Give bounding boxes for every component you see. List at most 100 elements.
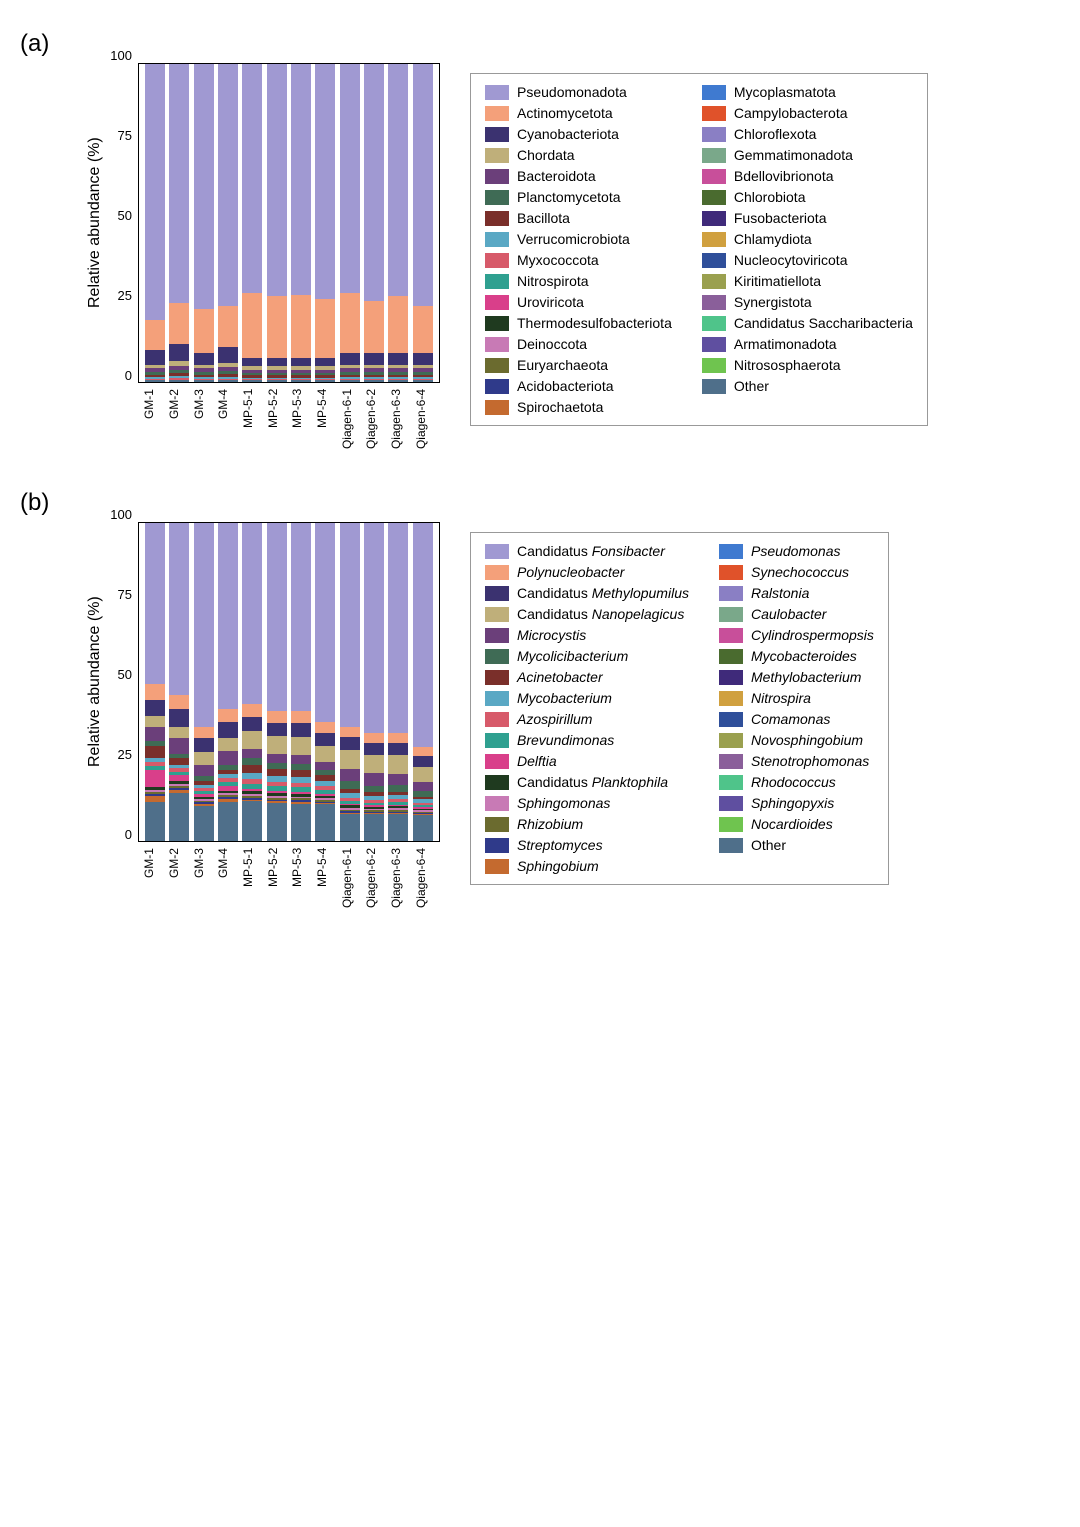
- legend-item: Caulobacter: [719, 606, 874, 622]
- legend-label: Candidatus Nanopelagicus: [517, 606, 684, 622]
- bar: [413, 64, 433, 382]
- legend-label: Verrucomicrobiota: [517, 231, 630, 247]
- bar-segment: [388, 774, 408, 785]
- bar-segment: [291, 358, 311, 366]
- bar-segment: [242, 704, 262, 717]
- legend-label: Thermodesulfobacteriota: [517, 315, 672, 331]
- legend-swatch: [719, 607, 743, 622]
- x-tick: GM-1: [142, 848, 162, 908]
- bar-segment: [194, 380, 214, 382]
- bar-segment: [364, 755, 384, 772]
- panel-a-content: Relative abundance (%) 1007550250 GM-1GM…: [80, 63, 1060, 449]
- bar-segment: [218, 802, 238, 841]
- bar-segment: [315, 523, 335, 722]
- legend-label: Gemmatimonadota: [734, 147, 853, 163]
- legend-label: Campylobacterota: [734, 105, 848, 121]
- bar-segment: [194, 64, 214, 309]
- bar: [413, 523, 433, 841]
- bar-segment: [364, 814, 384, 841]
- bar: [145, 64, 165, 382]
- legend-swatch: [702, 337, 726, 352]
- legend-item: Bacteroidota: [485, 168, 672, 184]
- bar-segment: [194, 309, 214, 354]
- legend-label: Euryarchaeota: [517, 357, 608, 373]
- legend-item: Chlamydiota: [702, 231, 913, 247]
- legend-label: Bacteroidota: [517, 168, 596, 184]
- bar: [267, 64, 287, 382]
- x-tick: GM-2: [167, 848, 187, 908]
- bar-segment: [291, 295, 311, 359]
- bar-segment: [218, 347, 238, 363]
- legend-item: Uroviricota: [485, 294, 672, 310]
- panel-b-x-axis: GM-1GM-2GM-3GM-4MP-5-1MP-5-2MP-5-3MP-5-4…: [136, 848, 440, 908]
- legend-swatch: [702, 232, 726, 247]
- bar-segment: [413, 782, 433, 792]
- legend-label: Chlamydiota: [734, 231, 812, 247]
- bar: [194, 64, 214, 382]
- legend-item: Azospirillum: [485, 711, 689, 727]
- bar-segment: [315, 733, 335, 746]
- legend-label: Candidatus Saccharibacteria: [734, 315, 913, 331]
- bar-segment: [242, 749, 262, 759]
- bar-segment: [364, 786, 384, 793]
- legend-item: Gemmatimonadota: [702, 147, 913, 163]
- legend-label: Fusobacteriota: [734, 210, 827, 226]
- legend-swatch: [719, 565, 743, 580]
- y-axis-label: Relative abundance (%): [80, 522, 104, 842]
- legend-label: Pseudomonadota: [517, 84, 627, 100]
- legend-item: Acidobacteriota: [485, 378, 672, 394]
- bar-segment: [315, 722, 335, 733]
- x-tick: GM-3: [192, 848, 212, 908]
- x-tick: MP-5-4: [315, 848, 335, 908]
- bar-segment: [169, 344, 189, 361]
- legend-item: Candidatus Fonsibacter: [485, 543, 689, 559]
- legend-swatch: [485, 754, 509, 769]
- legend-item: Other: [719, 837, 874, 853]
- panel-b-content: Relative abundance (%) 1007550250 GM-1GM…: [80, 522, 1060, 908]
- legend-swatch: [485, 316, 509, 331]
- legend-swatch: [485, 274, 509, 289]
- legend-item: Sphingobium: [485, 858, 689, 874]
- bar-segment: [267, 64, 287, 296]
- bar-segment: [291, 523, 311, 711]
- bar-segment: [291, 380, 311, 382]
- legend-item: Microcystis: [485, 627, 689, 643]
- bar-segment: [145, 350, 165, 364]
- legend-item: Verrucomicrobiota: [485, 231, 672, 247]
- bar-segment: [364, 523, 384, 733]
- panel-b-y-axis: 1007550250: [104, 522, 138, 842]
- legend-item: Methylobacterium: [719, 669, 874, 685]
- bar: [194, 523, 214, 841]
- panel-b-label: (b): [20, 489, 1060, 517]
- legend-item: Other: [702, 378, 913, 394]
- bar-segment: [242, 801, 262, 841]
- legend-swatch: [485, 127, 509, 142]
- legend-item: Campylobacterota: [702, 105, 913, 121]
- legend-item: Nitrospirota: [485, 273, 672, 289]
- bar-segment: [145, 746, 165, 759]
- legend-label: Caulobacter: [751, 606, 827, 622]
- legend-label: Chloroflexota: [734, 126, 817, 142]
- legend-swatch: [719, 649, 743, 664]
- bar-segment: [267, 769, 287, 776]
- bar-segment: [169, 64, 189, 303]
- legend-item: Chloroflexota: [702, 126, 913, 142]
- bar-segment: [364, 743, 384, 756]
- legend-item: Brevundimonas: [485, 732, 689, 748]
- bar-segment: [340, 64, 360, 293]
- legend-item: Candidatus Planktophila: [485, 774, 689, 790]
- legend-item: Rhodococcus: [719, 774, 874, 790]
- legend-swatch: [485, 253, 509, 268]
- bar-segment: [340, 781, 360, 789]
- bar-segment: [413, 756, 433, 767]
- legend-swatch: [702, 148, 726, 163]
- bar: [267, 523, 287, 841]
- bar: [340, 64, 360, 382]
- bar-segment: [364, 353, 384, 364]
- legend-swatch: [485, 565, 509, 580]
- legend-label: Microcystis: [517, 627, 586, 643]
- legend-item: Thermodesulfobacteriota: [485, 315, 672, 331]
- bar-segment: [340, 380, 360, 382]
- legend-label: Chlorobiota: [734, 189, 806, 205]
- legend-swatch: [719, 586, 743, 601]
